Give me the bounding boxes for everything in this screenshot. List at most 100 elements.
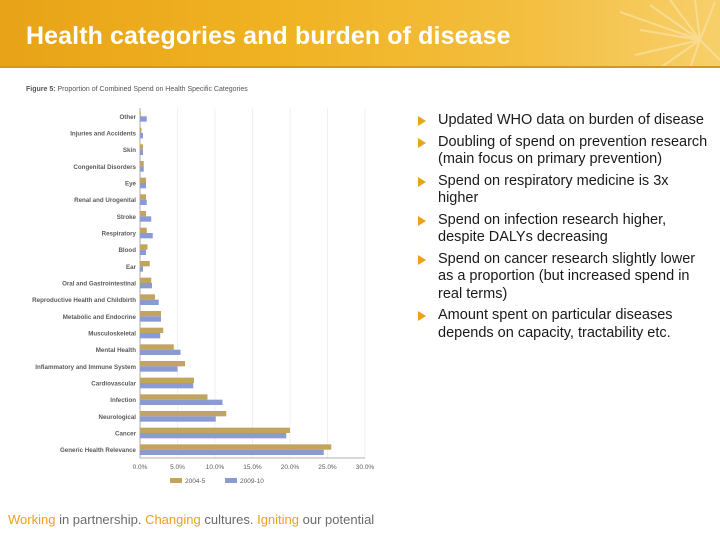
category-label: Infection <box>110 397 136 404</box>
category-label: Respiratory <box>102 231 137 238</box>
bar-2004-5 <box>140 427 290 433</box>
tagline-word: Working <box>8 512 60 527</box>
tagline-word: Igniting <box>257 512 303 527</box>
sunburst-decoration-icon <box>619 0 720 66</box>
bar-2009-10 <box>140 433 287 439</box>
bar-2009-10 <box>140 166 144 172</box>
bar-2009-10 <box>140 116 147 122</box>
bar-2004-5 <box>140 227 147 233</box>
bullet-text: Spend on infection research higher, desp… <box>438 211 667 246</box>
bar-2004-5 <box>140 127 142 133</box>
bullet-arrow-icon <box>418 254 426 265</box>
category-label: Other <box>119 114 136 121</box>
bar-2004-5 <box>140 394 208 400</box>
category-label: Mental Health <box>96 347 136 354</box>
bar-2004-5 <box>140 177 146 183</box>
bar-2004-5 <box>140 377 194 383</box>
bar-2009-10 <box>140 299 159 305</box>
x-tick-label: 25.0% <box>318 464 337 471</box>
bullet-text: Spend on respiratory medicine is 3x high… <box>438 172 669 207</box>
category-label: Eye <box>125 181 137 188</box>
x-tick-label: 20.0% <box>281 464 300 471</box>
bar-2009-10 <box>140 199 147 205</box>
bar-2004-5 <box>140 361 185 367</box>
bullet-text: Updated WHO data on burden of disease <box>438 112 704 128</box>
bullet-item: Spend on respiratory medicine is 3x high… <box>418 173 708 208</box>
category-label: Inflammatory and Immune System <box>35 364 136 371</box>
chart-panel: Figure 5: Proportion of Combined Spend o… <box>20 80 390 500</box>
category-label: Blood <box>118 247 136 254</box>
category-label: Cardiovascular <box>91 381 136 388</box>
bar-2004-5 <box>140 444 332 450</box>
category-label: Skin <box>123 147 136 154</box>
bar-2009-10 <box>140 233 153 239</box>
x-tick-label: 15.0% <box>243 464 262 471</box>
tagline-word: in partnership. <box>59 512 146 527</box>
footer-tagline: Working in partnership. Changing culture… <box>8 512 374 527</box>
x-tick-label: 0.0% <box>133 464 148 471</box>
bar-2009-10 <box>140 399 223 405</box>
x-tick-label: 5.0% <box>170 464 185 471</box>
category-label: Neurological <box>99 414 137 421</box>
x-tick-label: 10.0% <box>206 464 225 471</box>
bullet-list: Updated WHO data on burden of disease Do… <box>418 112 708 346</box>
category-label: Cancer <box>115 431 137 438</box>
tagline-word: Changing <box>145 512 205 527</box>
bullet-item: Amount spent on particular diseases depe… <box>418 307 708 342</box>
bullet-item: Spend on cancer research slightly lower … <box>418 251 708 304</box>
bar-2004-5 <box>140 311 161 317</box>
bar-2009-10 <box>140 349 181 355</box>
bar-2009-10 <box>140 449 324 455</box>
category-label: Congenital Disorders <box>73 164 136 171</box>
category-label: Stroke <box>117 214 137 221</box>
bar-2009-10 <box>140 283 152 289</box>
figure-caption: Figure 5: Proportion of Combined Spend o… <box>26 86 248 93</box>
bar-2004-5 <box>140 411 227 417</box>
bar-2009-10 <box>140 333 161 339</box>
category-label: Injuries and Accidents <box>70 131 136 138</box>
bar-2009-10 <box>140 216 152 222</box>
figure-caption-label: Figure 5: <box>26 86 56 93</box>
bar-2009-10 <box>140 266 143 272</box>
bullet-arrow-icon <box>418 137 426 148</box>
bullet-item: Doubling of spend on prevention research… <box>418 134 708 169</box>
tagline-word: our potential <box>302 512 375 527</box>
bullet-text: Amount spent on particular diseases depe… <box>438 307 673 341</box>
bullet-item: Updated WHO data on burden of disease <box>418 112 708 130</box>
bar-2004-5 <box>140 277 152 283</box>
bullet-arrow-icon <box>418 116 426 126</box>
title-banner: Health categories and burden of disease <box>0 0 720 68</box>
category-label: Ear <box>126 264 137 271</box>
bar-2004-5 <box>140 261 150 267</box>
bullet-arrow-icon <box>418 311 426 321</box>
legend-label: 2009-10 <box>240 478 264 485</box>
x-tick-label: 30.0% <box>356 464 375 471</box>
bar-2009-10 <box>140 316 161 322</box>
bullet-text: Spend on cancer research slightly lower … <box>438 250 696 302</box>
bar-2004-5 <box>140 211 146 217</box>
bar-2004-5 <box>140 344 174 350</box>
category-label: Renal and Urogenital <box>74 197 136 204</box>
bar-2004-5 <box>140 111 141 117</box>
category-label: Oral and Gastrointestinal <box>62 281 136 288</box>
bar-2009-10 <box>140 383 194 389</box>
bullet-text: Doubling of spend on prevention research… <box>438 133 708 168</box>
bar-2004-5 <box>140 161 144 167</box>
bar-2009-10 <box>140 416 216 422</box>
category-label: Metabolic and Endocrine <box>63 314 137 321</box>
category-label: Musculoskeletal <box>88 331 136 338</box>
bar-2004-5 <box>140 194 146 200</box>
bullet-arrow-icon <box>418 215 426 226</box>
bar-2004-5 <box>140 144 143 150</box>
bar-2004-5 <box>140 244 148 250</box>
bar-2004-5 <box>140 327 164 333</box>
category-label: Reproductive Health and Childbirth <box>32 297 136 304</box>
bar-2009-10 <box>140 249 146 255</box>
legend-swatch <box>225 478 237 483</box>
bullet-item: Spend on infection research higher, desp… <box>418 212 708 247</box>
bar-2009-10 <box>140 183 146 189</box>
bar-2004-5 <box>140 294 155 300</box>
legend-label: 2004-5 <box>185 478 206 485</box>
bar-chart: Other Injuries and Accidents Skin Congenita… <box>32 108 375 485</box>
category-label: Generic Health Relevance <box>60 447 137 454</box>
